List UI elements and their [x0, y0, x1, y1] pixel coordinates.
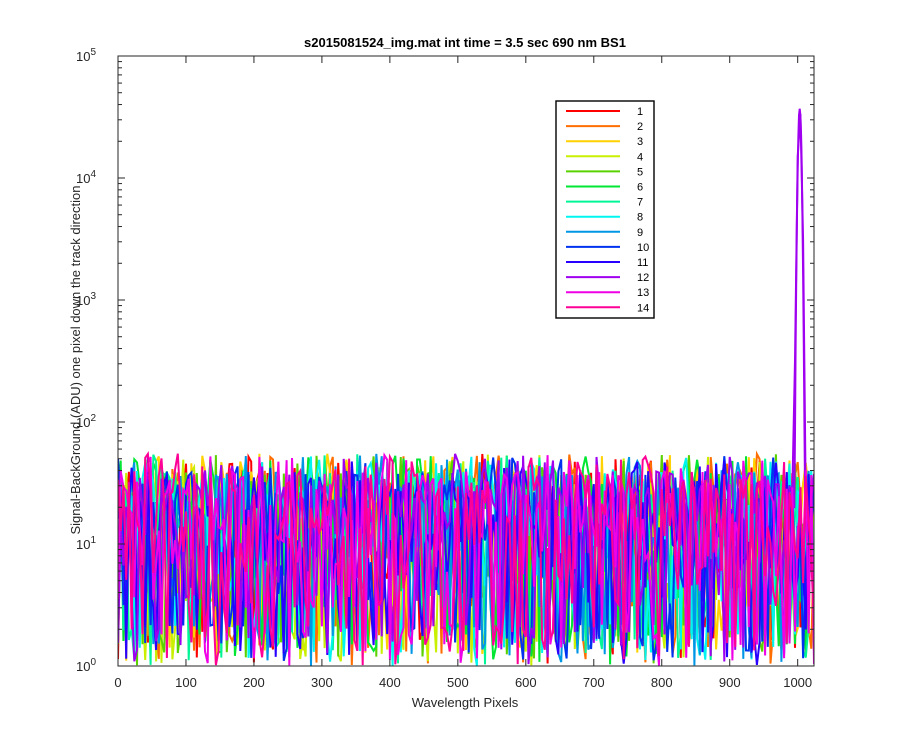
legend-label-5: 5	[637, 166, 643, 178]
legend-label-8: 8	[637, 212, 643, 224]
y-tick-label: 104	[76, 169, 96, 186]
x-tick-label: 900	[719, 675, 741, 690]
legend-label-11: 11	[637, 257, 648, 269]
legend-label-1: 1	[637, 106, 643, 118]
x-tick-label: 200	[243, 675, 265, 690]
x-tick-label: 300	[311, 675, 333, 690]
x-axis-ticks: 0 100 200 300 400 500 600 700 800 900 1000	[114, 56, 812, 690]
y-tick-label: 102	[76, 413, 96, 430]
legend-label-14: 14	[637, 302, 649, 314]
y-tick-label: 103	[76, 291, 96, 308]
y-tick-label: 101	[76, 535, 96, 552]
legend-label-3: 3	[637, 136, 643, 148]
legend-label-10: 10	[637, 242, 649, 254]
y-tick-label: 105	[76, 47, 96, 64]
y-axis-label: Signal-BackGround (ADU) one pixel down t…	[68, 185, 83, 534]
x-tick-label: 1000	[783, 675, 812, 690]
legend-label-4: 4	[637, 151, 643, 163]
x-axis-label: Wavelength Pixels	[412, 695, 519, 710]
series-line-13	[118, 452, 814, 666]
axes-box	[117, 55, 815, 667]
x-tick-label: 0	[114, 675, 121, 690]
x-tick-label: 400	[379, 675, 401, 690]
chart-title: s2015081524_img.mat int time = 3.5 sec 6…	[304, 35, 626, 50]
y-tick-label: 100	[76, 657, 96, 674]
x-tick-label: 800	[651, 675, 673, 690]
series-line-14	[118, 450, 814, 666]
x-tick-label: 600	[515, 675, 537, 690]
series-layer	[118, 108, 814, 666]
x-tick-label: 500	[447, 675, 469, 690]
legend-label-12: 12	[637, 272, 649, 284]
legend-box	[555, 100, 655, 319]
x-tick-label: 700	[583, 675, 605, 690]
legend-label-6: 6	[637, 182, 643, 194]
x-tick-label: 100	[175, 675, 197, 690]
legend-label-13: 13	[637, 287, 649, 299]
legend-label-2: 2	[637, 121, 643, 133]
legend-label-9: 9	[637, 227, 643, 239]
legend-label-7: 7	[637, 197, 643, 209]
